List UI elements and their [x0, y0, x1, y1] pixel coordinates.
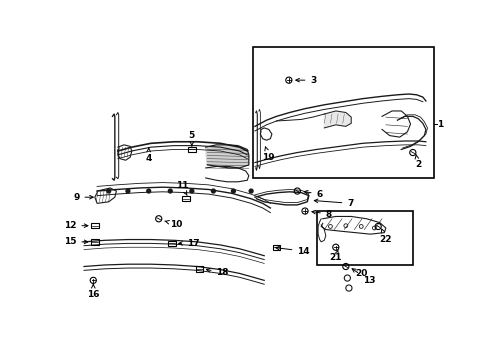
Text: 18: 18	[206, 268, 229, 277]
Text: 21: 21	[330, 250, 342, 262]
Text: 19: 19	[263, 147, 275, 162]
Text: 2: 2	[415, 155, 421, 169]
Circle shape	[126, 189, 130, 193]
Text: 17: 17	[179, 239, 200, 248]
Text: 11: 11	[175, 181, 188, 195]
Text: 16: 16	[87, 284, 99, 298]
Circle shape	[190, 189, 194, 193]
Text: 14: 14	[276, 246, 310, 256]
Bar	[273, 244, 280, 250]
Bar	[188, 147, 196, 152]
Bar	[182, 196, 190, 202]
Text: 13: 13	[352, 269, 375, 285]
Bar	[91, 239, 98, 244]
Circle shape	[169, 189, 172, 193]
Text: 12: 12	[64, 221, 88, 230]
Circle shape	[231, 189, 235, 193]
Circle shape	[249, 189, 253, 193]
Text: 1: 1	[438, 120, 444, 129]
Text: 6: 6	[304, 190, 323, 199]
Bar	[168, 241, 175, 246]
Text: 5: 5	[189, 131, 195, 146]
Bar	[91, 223, 98, 228]
Text: 9: 9	[73, 193, 93, 202]
Text: 22: 22	[380, 229, 392, 244]
Circle shape	[147, 189, 150, 193]
Text: 4: 4	[146, 148, 152, 163]
Bar	[196, 266, 203, 271]
Bar	[253, 47, 435, 178]
Bar	[317, 211, 413, 265]
Text: 20: 20	[355, 269, 368, 278]
Polygon shape	[206, 145, 249, 168]
Circle shape	[107, 189, 111, 193]
Polygon shape	[324, 111, 351, 128]
Text: 7: 7	[314, 199, 354, 208]
Text: 8: 8	[312, 210, 332, 219]
Text: 15: 15	[64, 237, 88, 246]
Circle shape	[212, 189, 215, 193]
Text: 10: 10	[165, 220, 183, 229]
Text: 3: 3	[296, 76, 317, 85]
